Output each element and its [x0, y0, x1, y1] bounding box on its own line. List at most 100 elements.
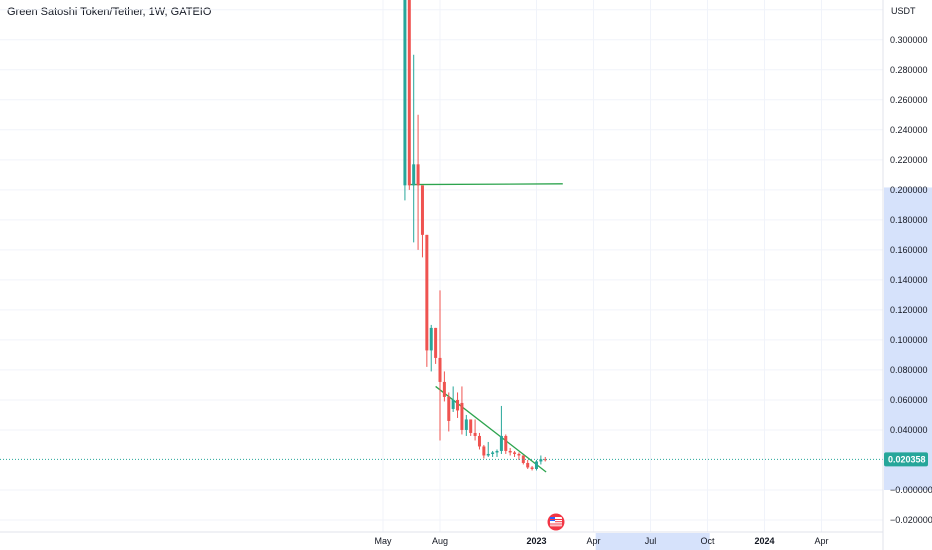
candle-body — [420, 185, 424, 235]
candle[interactable] — [469, 419, 473, 436]
y-tick-label: 0.080000 — [890, 365, 928, 375]
trendline-drawing[interactable] — [435, 385, 547, 473]
flag-icon[interactable] — [547, 513, 565, 531]
candle-body — [521, 455, 525, 463]
y-tick-label: 0.100000 — [890, 335, 928, 345]
candle[interactable] — [425, 234, 429, 367]
candle-body — [460, 402, 464, 430]
candle-body — [442, 381, 446, 397]
candle-body — [456, 399, 460, 411]
candle[interactable] — [438, 290, 442, 441]
y-tick-label: 0.120000 — [890, 305, 928, 315]
candle-body — [403, 0, 407, 186]
axis-highlight-layer — [595, 187, 932, 550]
candle-body — [543, 459, 547, 461]
candle[interactable] — [447, 392, 451, 432]
candle-body — [438, 357, 442, 382]
candle[interactable] — [504, 434, 508, 454]
candle-body — [429, 327, 433, 351]
candle-body — [477, 435, 481, 447]
candle-body — [534, 461, 538, 469]
y-tick-label: −0.000000 — [890, 485, 932, 495]
candle-body — [491, 452, 495, 454]
candle-body — [407, 0, 411, 186]
candle[interactable] — [464, 414, 468, 436]
candle-body — [508, 450, 512, 453]
y-tick-label: 0.140000 — [890, 275, 928, 285]
candle[interactable] — [495, 449, 499, 457]
y-tick-label: 0.180000 — [890, 215, 928, 225]
candle[interactable] — [499, 405, 503, 454]
y-tick-label: 0.060000 — [890, 395, 928, 405]
candle[interactable] — [473, 419, 477, 441]
candle[interactable] — [434, 327, 438, 364]
candle[interactable] — [477, 432, 481, 450]
candle[interactable] — [543, 456, 547, 462]
y-tick-label: 0.040000 — [890, 425, 928, 435]
candle[interactable] — [442, 371, 446, 402]
y-axis-highlight — [884, 187, 932, 490]
x-axis-highlight — [595, 533, 710, 550]
candle[interactable] — [530, 465, 534, 471]
candle-body — [513, 452, 517, 454]
candle[interactable] — [403, 0, 407, 201]
x-tick-label: Jul — [645, 536, 657, 546]
y-tick-label: 0.280000 — [890, 65, 928, 75]
svg-text:0.020358: 0.020358 — [888, 454, 926, 464]
candle-body — [416, 164, 420, 186]
candle-body — [517, 453, 521, 456]
candle-body — [469, 419, 473, 433]
x-tick-label: Oct — [700, 536, 715, 546]
x-tick-label: Aug — [432, 536, 448, 546]
candle[interactable] — [416, 114, 420, 250]
candle-body — [464, 419, 468, 430]
candle[interactable] — [482, 444, 486, 459]
candle-body — [504, 435, 508, 451]
y-tick-label: 0.200000 — [890, 185, 928, 195]
y-tick-label: 0.300000 — [890, 35, 928, 45]
candle[interactable] — [407, 0, 411, 190]
horizontal-line-drawing[interactable] — [409, 183, 563, 186]
candle-body — [447, 396, 451, 421]
x-tick-label: 2023 — [526, 536, 546, 546]
y-tick-label: −0.020000 — [890, 515, 932, 525]
candle[interactable] — [460, 386, 464, 435]
candle[interactable] — [420, 185, 424, 258]
candle-body — [425, 234, 429, 351]
candle[interactable] — [429, 324, 433, 372]
candle-body — [530, 467, 534, 469]
candle[interactable] — [539, 455, 543, 465]
y-tick-label: 0.240000 — [890, 125, 928, 135]
candle[interactable] — [451, 386, 455, 412]
current-price-label: 0.020358 — [884, 452, 928, 467]
y-axis[interactable]: USDT 0.300000 0.280000 0.260000 0.240000 0.2… — [890, 5, 932, 525]
candle[interactable] — [491, 450, 495, 457]
candle[interactable] — [513, 450, 517, 457]
candle-body — [473, 432, 477, 436]
price-line-layer: 0.020358 — [0, 452, 928, 467]
grid-layer — [0, 0, 883, 532]
x-tick-label: May — [374, 536, 392, 546]
candle-layer[interactable] — [403, 0, 547, 471]
candle[interactable] — [526, 459, 530, 469]
candle[interactable] — [412, 54, 416, 243]
candle-body — [495, 450, 499, 453]
candle-body — [451, 399, 455, 409]
y-axis-currency: USDT — [891, 6, 916, 16]
chart-title: Green Satoshi Token/Tether, 1W, GATEIO — [7, 6, 212, 18]
candle[interactable] — [486, 441, 490, 457]
candle[interactable] — [521, 455, 525, 465]
candle[interactable] — [508, 447, 512, 456]
y-tick-label: 0.260000 — [890, 95, 928, 105]
candle[interactable] — [456, 392, 460, 418]
y-tick-label: 0.220000 — [890, 155, 928, 165]
x-axis[interactable]: May Aug 2023 Apr Jul Oct 2024 Apr — [374, 536, 828, 546]
candle-body — [499, 435, 503, 451]
candle-body — [486, 453, 490, 456]
candle-body — [526, 462, 530, 468]
candle[interactable] — [517, 452, 521, 460]
candle-body — [539, 459, 543, 462]
candle[interactable] — [534, 459, 538, 471]
candle-body — [412, 164, 416, 186]
